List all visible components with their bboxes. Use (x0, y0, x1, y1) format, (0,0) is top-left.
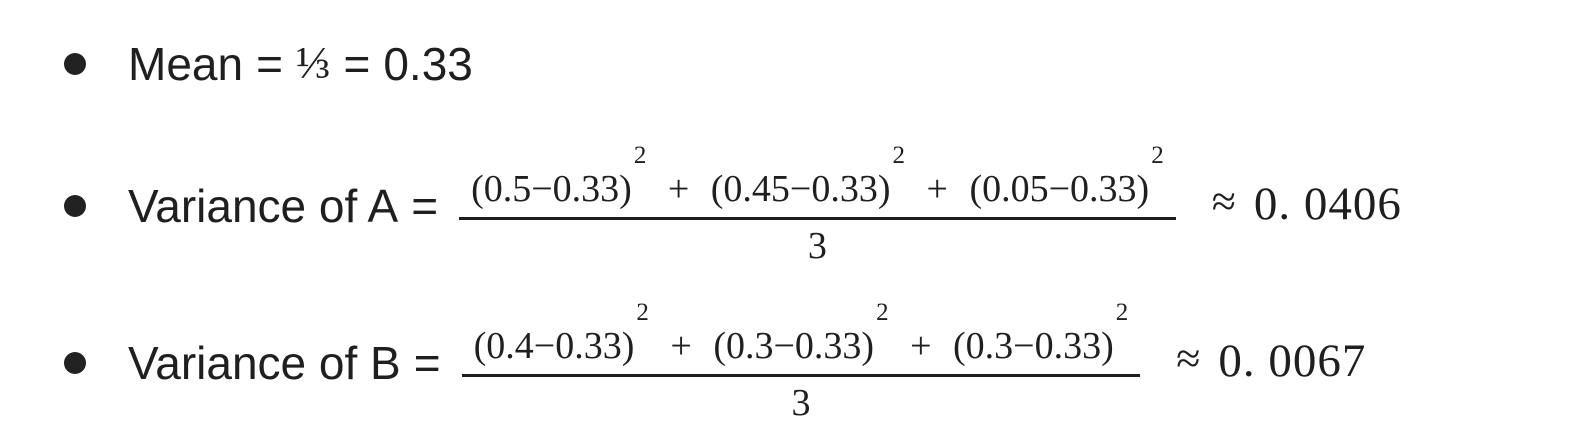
term-base: (0.5−0.33) (471, 168, 632, 210)
equals-sign: = (343, 38, 371, 90)
term-base: (0.05−0.33) (969, 168, 1150, 210)
plus-operator: + (670, 325, 692, 367)
exponent: 2 (892, 142, 906, 170)
equation-label: Variance of B (128, 336, 401, 389)
list-item-variance-a: Variance of A = (0.5−0.33)2 + (0.45−0.33… (64, 143, 1568, 267)
fraction-numerator: (0.4−0.33)2 + (0.3−0.33)2 + (0.3−0.33)2 (461, 300, 1141, 377)
result-value: 0. 0406 (1253, 177, 1402, 230)
exponent: 2 (636, 299, 649, 327)
result-value: 0.33 (383, 38, 473, 90)
plus-operator: + (910, 325, 932, 367)
squared-term: (0.45−0.33)2 (710, 143, 905, 210)
fraction-numerator: (0.5−0.33)2 + (0.45−0.33)2 + (0.05−0.33)… (459, 143, 1176, 220)
term-base: (0.4−0.33) (473, 325, 635, 367)
equals-sign: = (413, 336, 441, 389)
one-third-fraction: ⅓ (295, 36, 331, 88)
squared-term: (0.3−0.33)2 (713, 300, 888, 367)
fraction-denominator: 3 (807, 225, 827, 267)
equals-sign: = (256, 38, 283, 90)
term-base: (0.3−0.33) (713, 325, 875, 367)
plus-operator: + (926, 168, 948, 210)
fraction: (0.4−0.33)2 + (0.3−0.33)2 + (0.3−0.33)2 … (461, 300, 1141, 424)
list-item-variance-b: Variance of B = (0.4−0.33)2 + (0.3−0.33)… (64, 300, 1568, 424)
squared-term: (0.4−0.33)2 (473, 300, 649, 367)
squared-term: (0.3−0.33)2 (953, 300, 1128, 367)
exponent: 2 (1115, 299, 1129, 327)
term-base: (0.3−0.33) (953, 325, 1114, 367)
fraction: (0.5−0.33)2 + (0.45−0.33)2 + (0.05−0.33)… (459, 143, 1176, 267)
bullet-icon (64, 194, 86, 217)
fraction-denominator: 3 (791, 382, 811, 424)
equation-label: Variance of A (128, 179, 399, 232)
result-value: 0. 0067 (1218, 334, 1367, 387)
exponent: 2 (1151, 142, 1164, 170)
bullet-icon (64, 53, 86, 75)
exponent: 2 (633, 142, 647, 170)
squared-term: (0.5−0.33)2 (471, 143, 646, 210)
equals-sign: = (411, 179, 439, 232)
bullet-icon (64, 351, 86, 374)
approx-symbol: ≈ (1211, 177, 1236, 226)
exponent: 2 (876, 299, 889, 327)
plus-operator: + (667, 168, 690, 210)
list-item-mean: Mean = ⅓ = 0.33 (64, 36, 1568, 92)
term-base: (0.45−0.33) (710, 168, 891, 210)
approx-symbol: ≈ (1176, 334, 1201, 383)
squared-term: (0.05−0.33)2 (969, 143, 1163, 210)
equation-label: Mean (128, 38, 244, 90)
